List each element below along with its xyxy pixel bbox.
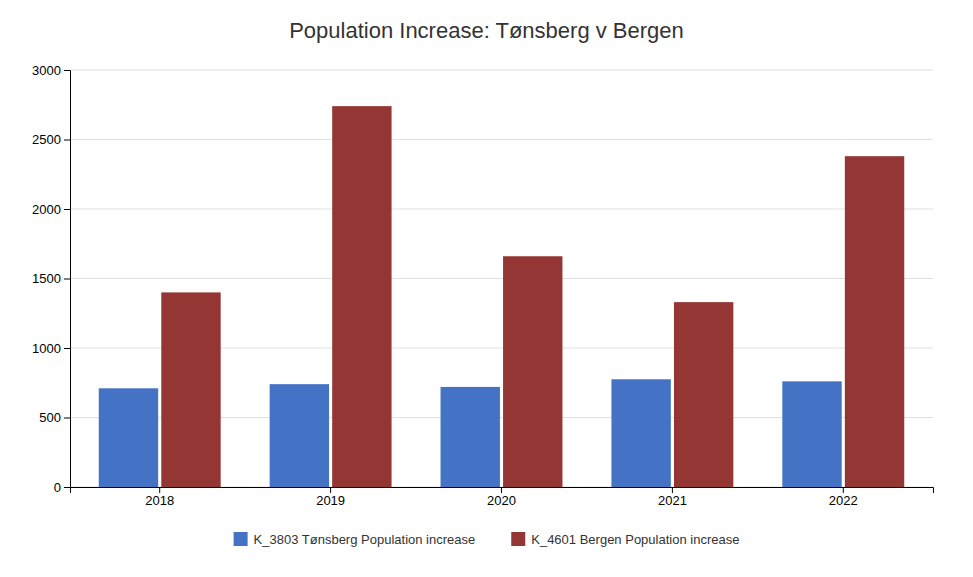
tick-mark <box>672 487 673 493</box>
tick-label: 3000 <box>32 63 61 78</box>
tick-mark <box>64 487 70 488</box>
bar <box>674 302 733 487</box>
tick-mark <box>64 279 70 280</box>
legend-swatch <box>234 532 248 546</box>
bars <box>99 106 904 487</box>
bar <box>782 381 841 487</box>
bar <box>332 106 391 487</box>
tick: 2500 <box>32 132 70 147</box>
grid-line <box>70 70 933 71</box>
legend: K_3803 Tønsberg Population increase K_460… <box>234 532 740 547</box>
bar <box>99 388 158 487</box>
tick-label: 0 <box>54 480 61 495</box>
tick: 2018 <box>145 487 174 508</box>
tick: 3000 <box>32 63 70 78</box>
tick-label: 2500 <box>32 132 61 147</box>
tick-mark <box>843 487 844 493</box>
tick-label: 500 <box>39 410 61 425</box>
axis-line <box>64 71 71 488</box>
plot-area: 0 500 1000 1500 2000 2500 3000 2018 2019 2020 2021… <box>32 63 933 509</box>
legend-label: K_4601 Bergen Population increase <box>531 532 739 547</box>
tick-mark <box>501 487 502 493</box>
bar <box>845 156 904 487</box>
tick-label: 2022 <box>829 493 858 508</box>
bar <box>503 256 562 487</box>
tick-mark <box>64 70 70 71</box>
legend-swatch <box>511 532 525 546</box>
chart-container: 0 500 1000 1500 2000 2500 3000 2018 2019 2020 2021… <box>0 0 973 577</box>
tick-label: 2019 <box>316 493 345 508</box>
bar <box>441 387 500 487</box>
y-axis: 0 500 1000 1500 2000 2500 3000 <box>32 63 70 495</box>
tick-label: 1500 <box>32 271 61 286</box>
tick-mark <box>64 140 70 141</box>
tick: 1500 <box>32 271 70 286</box>
tick-label: 2000 <box>32 202 61 217</box>
axis-line <box>71 488 934 494</box>
legend-label: K_3803 Tønsberg Population increase <box>254 532 476 547</box>
tick: 0 <box>54 480 70 495</box>
tick: 2020 <box>487 487 516 508</box>
tick-label: 1000 <box>32 341 61 356</box>
bar-series <box>161 106 904 487</box>
tick-mark <box>159 487 160 493</box>
bar <box>270 384 329 487</box>
tick-mark <box>330 487 331 493</box>
chart-svg: 0 500 1000 1500 2000 2500 3000 2018 2019 2020 2021… <box>0 0 973 577</box>
tick: 2022 <box>829 487 858 508</box>
legend-item: K_3803 Tønsberg Population increase <box>234 532 476 547</box>
bar <box>611 379 670 487</box>
legend-item: K_4601 Bergen Population increase <box>511 532 739 547</box>
title: Population Increase: Tønsberg v Bergen <box>289 18 684 43</box>
tick-label: 2021 <box>658 493 687 508</box>
tick-mark <box>64 418 70 419</box>
tick-label: 2020 <box>487 493 516 508</box>
tick-mark <box>64 348 70 349</box>
tick-mark <box>64 209 70 210</box>
grid-line <box>70 209 933 210</box>
bar <box>161 292 220 487</box>
x-axis: 2018 2019 2020 2021 2022 <box>71 487 934 508</box>
grid-line <box>70 139 933 140</box>
tick-label: 2018 <box>145 493 174 508</box>
grid <box>70 70 933 487</box>
tick: 1000 <box>32 341 70 356</box>
grid-line <box>70 278 933 279</box>
tick: 2000 <box>32 202 70 217</box>
tick: 2021 <box>658 487 687 508</box>
tick: 500 <box>39 410 70 425</box>
tick: 2019 <box>316 487 345 508</box>
